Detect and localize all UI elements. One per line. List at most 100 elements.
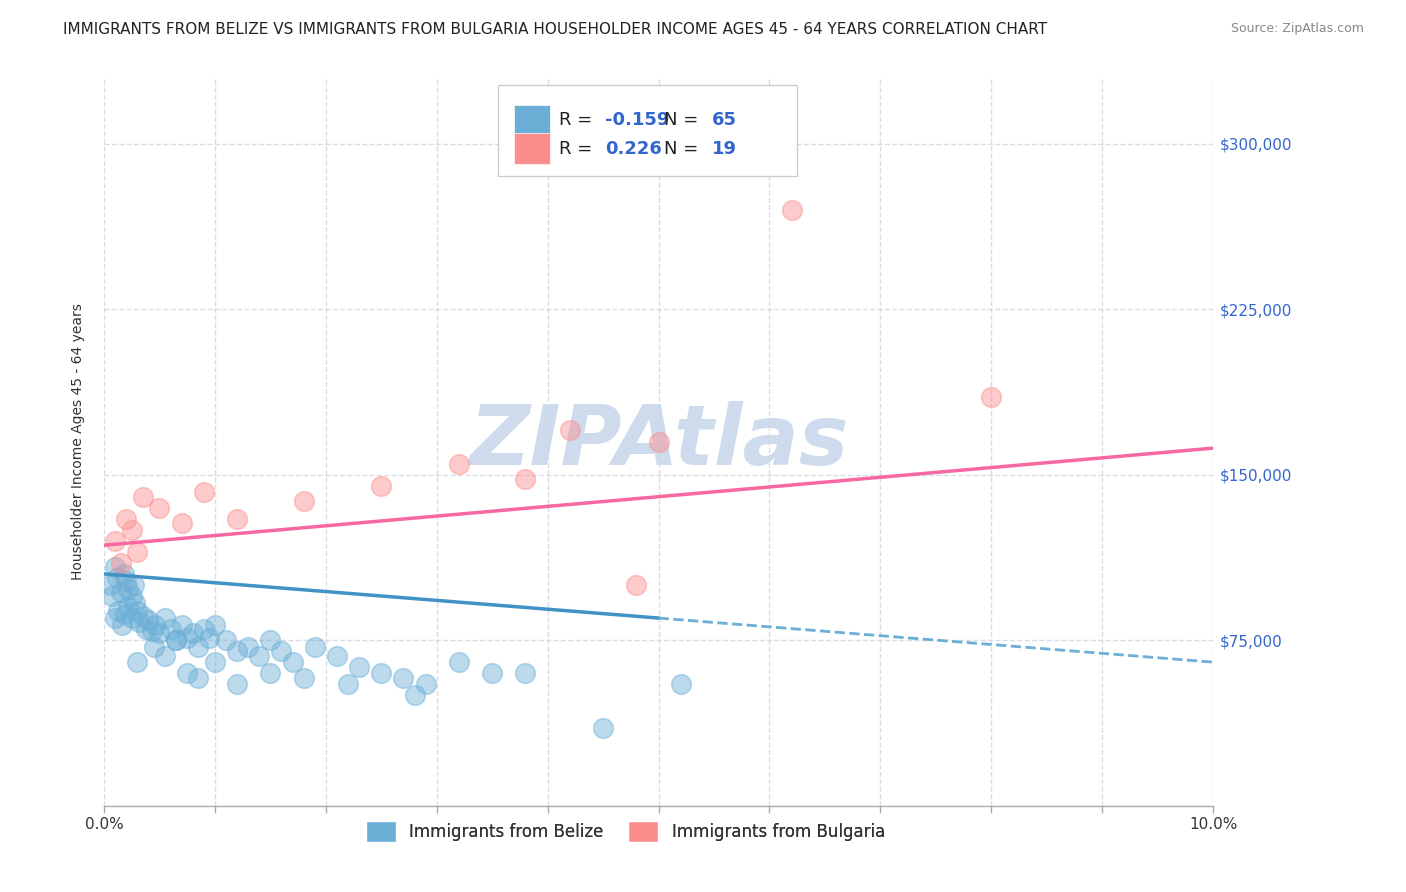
Point <box>181 626 204 640</box>
Point <box>110 556 132 570</box>
Point <box>392 671 415 685</box>
Point <box>112 566 135 581</box>
Point <box>142 640 165 654</box>
Text: R =: R = <box>558 112 598 129</box>
Point <box>128 615 150 630</box>
Point <box>626 578 648 592</box>
Point <box>117 582 139 597</box>
Point <box>176 631 198 645</box>
Point <box>132 608 155 623</box>
Point <box>292 671 315 685</box>
Point <box>105 571 128 585</box>
Point <box>238 640 260 654</box>
Point <box>107 604 129 618</box>
Point <box>304 640 326 654</box>
Point <box>121 611 143 625</box>
Text: 65: 65 <box>711 112 737 129</box>
Point <box>104 533 127 548</box>
Point <box>100 589 122 603</box>
Point <box>170 516 193 531</box>
Point <box>138 613 160 627</box>
Point <box>270 644 292 658</box>
Point <box>170 617 193 632</box>
Point <box>135 622 157 636</box>
FancyBboxPatch shape <box>498 85 797 176</box>
Point <box>187 671 209 685</box>
Point <box>259 666 281 681</box>
Text: 19: 19 <box>711 140 737 158</box>
Point <box>558 424 581 438</box>
Point <box>115 574 138 588</box>
Text: 0.226: 0.226 <box>606 140 662 158</box>
Point <box>176 666 198 681</box>
Point <box>127 604 149 618</box>
Point <box>415 677 437 691</box>
Point <box>104 611 127 625</box>
Point <box>481 666 503 681</box>
Point <box>515 666 537 681</box>
Point <box>124 596 146 610</box>
Point <box>204 655 226 669</box>
Point <box>347 659 370 673</box>
Point <box>980 391 1002 405</box>
FancyBboxPatch shape <box>515 105 550 136</box>
FancyBboxPatch shape <box>515 134 550 164</box>
Point <box>447 457 470 471</box>
Point <box>104 560 127 574</box>
Point <box>121 589 143 603</box>
Point <box>127 545 149 559</box>
Point <box>153 648 176 663</box>
Text: ZIPAtlas: ZIPAtlas <box>468 401 848 482</box>
Point <box>515 472 537 486</box>
Point <box>370 478 392 492</box>
Point <box>117 600 139 615</box>
Point <box>132 490 155 504</box>
Point <box>187 640 209 654</box>
Point <box>370 666 392 681</box>
Point <box>447 655 470 669</box>
Text: Source: ZipAtlas.com: Source: ZipAtlas.com <box>1230 22 1364 36</box>
Point <box>193 622 215 636</box>
Point <box>292 494 315 508</box>
Point <box>148 500 170 515</box>
Point <box>114 607 136 621</box>
Point <box>111 617 134 632</box>
Point <box>326 648 349 663</box>
Point <box>592 722 614 736</box>
Point <box>110 584 132 599</box>
Point <box>198 631 221 645</box>
Point <box>404 688 426 702</box>
Point <box>226 644 249 658</box>
Point <box>226 677 249 691</box>
Point <box>259 633 281 648</box>
Text: N =: N = <box>664 112 704 129</box>
Point <box>669 677 692 691</box>
Text: IMMIGRANTS FROM BELIZE VS IMMIGRANTS FROM BULGARIA HOUSEHOLDER INCOME AGES 45 - : IMMIGRANTS FROM BELIZE VS IMMIGRANTS FRO… <box>63 22 1047 37</box>
Legend: Immigrants from Belize, Immigrants from Bulgaria: Immigrants from Belize, Immigrants from … <box>359 814 891 848</box>
Point <box>98 578 121 592</box>
Point <box>143 617 166 632</box>
Point <box>122 578 145 592</box>
Point <box>193 485 215 500</box>
Point <box>337 677 360 691</box>
Point <box>647 434 669 449</box>
Point <box>115 512 138 526</box>
Point <box>165 633 187 648</box>
Point <box>159 622 181 636</box>
Point <box>215 633 238 648</box>
Point <box>148 626 170 640</box>
Point <box>247 648 270 663</box>
Point <box>153 611 176 625</box>
Point <box>780 202 803 217</box>
Point <box>204 617 226 632</box>
Point <box>141 624 163 639</box>
Point <box>281 655 304 669</box>
Text: R =: R = <box>558 140 598 158</box>
Text: -0.159: -0.159 <box>606 112 669 129</box>
Point <box>226 512 249 526</box>
Text: N =: N = <box>664 140 704 158</box>
Point <box>121 523 143 537</box>
Point <box>127 655 149 669</box>
Y-axis label: Householder Income Ages 45 - 64 years: Householder Income Ages 45 - 64 years <box>72 303 86 580</box>
Point <box>165 633 187 648</box>
